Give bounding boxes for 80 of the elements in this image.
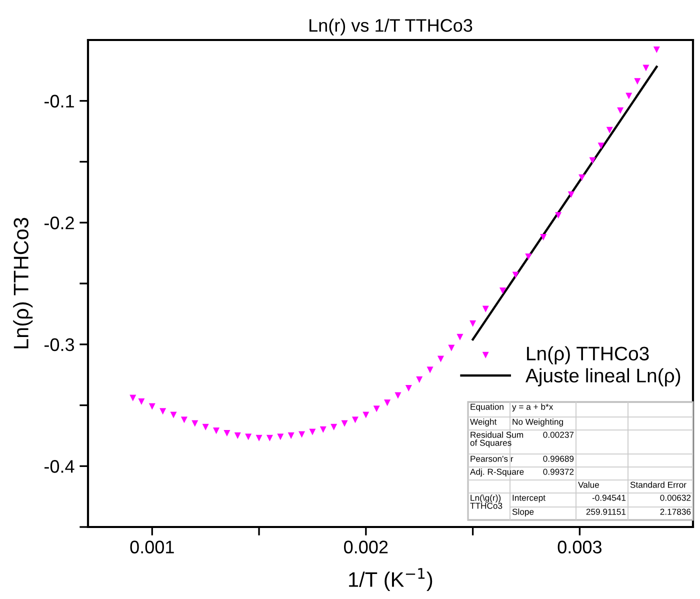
point [499,288,506,294]
annotation: 0.99689 [543,456,574,462]
point [525,253,532,260]
annotation: 0.00632 [660,494,691,501]
point [330,424,338,430]
point [180,416,188,424]
point [202,424,209,430]
annotation: Weight [470,418,497,427]
y-tick-label: -0.4 [44,460,74,473]
point [394,392,402,399]
point [568,191,574,198]
annotation: Standard Error [630,482,686,488]
point [170,412,177,418]
legend-label: Ajuste lineal Ln(ρ) [525,368,680,386]
point [352,416,358,424]
x-tick-label: 0.001 [130,540,174,554]
point [416,376,423,383]
annotation: 259.91151 [586,508,626,515]
point [606,126,613,134]
point [642,64,650,72]
point [341,420,348,427]
point [598,142,604,150]
point [309,428,316,436]
point [589,157,596,164]
point [130,394,136,402]
annotation: Residual Sum of Squares [470,432,524,448]
chart-title: Ln(r) vs 1/T TTHCo3 [310,18,472,36]
point [288,432,294,439]
point [373,406,380,412]
point [245,434,252,440]
point [456,334,464,340]
point [617,107,624,114]
point [266,434,273,442]
x-axis-title: 1/T (K$^{−1}$) [349,568,432,592]
annotation: y = a + b*x [512,404,554,412]
point [256,434,262,442]
annotation: Value [578,482,600,488]
point [277,434,284,440]
point [138,398,145,405]
annotation: Intercept [512,494,546,503]
y-tick-label: -0.3 [44,338,74,352]
point [234,432,241,439]
point [148,403,156,410]
point [540,234,547,240]
annotation: Ln(\g(r)) TTHCo3 [470,494,502,509]
annotation: -0.94541 [592,494,626,501]
x-tick-label: 0.002 [344,540,388,554]
point [578,174,586,181]
point [555,212,562,219]
annotation: No Weighting [512,418,563,427]
point [470,320,476,327]
annotation: 0.99372 [543,468,574,475]
x-tick-label: 0.003 [558,540,602,554]
point [512,272,519,278]
point [384,400,391,406]
point [192,420,198,427]
point [626,92,632,100]
annotation: Adj. R-Square [470,468,524,477]
y-tick-label: -0.2 [44,216,74,230]
point [160,408,166,415]
point [213,428,220,434]
point [426,366,434,374]
annotation: 0.00237 [543,432,574,438]
annotation: Slope [512,508,534,517]
point [298,431,306,438]
point [482,306,489,312]
point [405,384,412,392]
annotation: Pearson's r [470,456,514,462]
point [320,426,326,433]
point [362,412,370,418]
point [653,46,660,53]
point [437,356,444,362]
annotation: Equation [470,404,504,412]
point [224,430,230,437]
annotation: 2.17836 [660,508,691,515]
point [448,344,455,352]
point [634,78,641,85]
legend-label: Ln(ρ) TTHCo3 [527,346,649,364]
y-tick-label: -0.1 [44,94,74,108]
y-axis-title: Ln(ρ) TTHCo3 [13,218,33,348]
